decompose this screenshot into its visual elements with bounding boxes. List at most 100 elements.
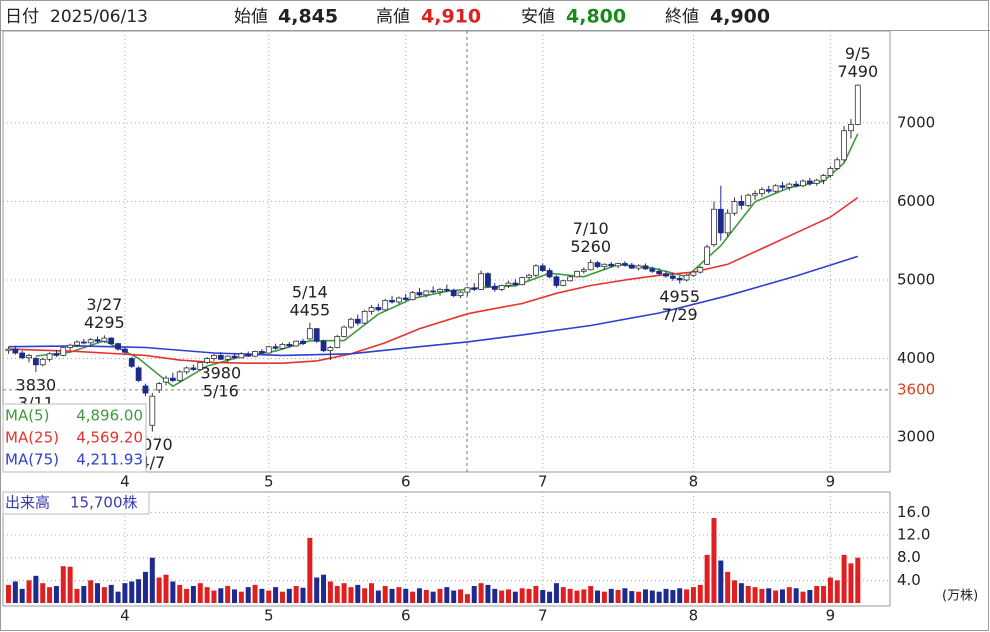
candle-body: [259, 351, 265, 354]
candle-body: [724, 212, 731, 234]
legend-box: [2, 403, 147, 473]
candle-body: [94, 339, 101, 342]
volume-bar: [170, 581, 176, 603]
volume-bar: [81, 586, 87, 603]
candle-body: [265, 346, 272, 354]
candle-body: [546, 270, 553, 278]
legend-value: 4,896.00: [76, 407, 143, 425]
candle-body: [402, 297, 409, 301]
candle-body: [532, 265, 539, 276]
volume-current: 15,700株: [70, 494, 138, 512]
candle-body: [731, 201, 738, 214]
volume-bar: [266, 590, 272, 603]
volume-bar: [458, 589, 464, 603]
volume-bar: [197, 583, 203, 603]
candle-body: [279, 343, 286, 349]
volume-bar: [245, 587, 251, 603]
candle-body: [197, 362, 204, 370]
candle-body: [32, 358, 39, 366]
volume-bar: [368, 583, 374, 603]
candle-body: [60, 347, 67, 356]
volume-bar: [615, 589, 621, 603]
volume-bar: [375, 590, 381, 603]
volume-bar: [321, 574, 327, 603]
candle-body: [163, 377, 169, 383]
candle-body: [46, 353, 53, 360]
volume-bar: [848, 563, 854, 603]
candle-body: [176, 371, 183, 381]
candle-body: [416, 292, 423, 296]
candle-body: [628, 264, 635, 269]
volume-bar: [786, 587, 792, 603]
volume-bar: [464, 594, 470, 603]
volume-bar: [444, 587, 450, 603]
volume-bar: [526, 588, 532, 603]
y-tick-label: 8.0: [897, 548, 921, 566]
candle-body: [354, 318, 361, 324]
annotation-value: 7490: [837, 62, 878, 81]
candle-body: [128, 358, 135, 367]
volume-bar: [759, 588, 765, 603]
candle-body: [101, 337, 108, 342]
annotation-date: 3/27: [86, 295, 122, 314]
volume-bar: [540, 589, 546, 603]
candle-body: [142, 385, 149, 394]
volume-bar: [26, 580, 32, 603]
candle-body: [430, 290, 437, 293]
volume-bar: [574, 590, 580, 603]
volume-bar: [218, 588, 224, 603]
volume-bar: [60, 566, 66, 603]
candle-body: [313, 328, 320, 342]
volume-bar: [677, 588, 683, 603]
volume-bar: [53, 586, 59, 603]
volume-bar: [595, 590, 601, 603]
candle-body: [217, 354, 224, 360]
candle-body: [341, 326, 348, 337]
candle-body: [526, 274, 532, 279]
candle-body: [115, 343, 121, 350]
candle-body: [204, 358, 211, 363]
candle-body: [717, 208, 724, 234]
y-tick-label: 4000: [897, 349, 935, 367]
candle-body: [231, 355, 238, 359]
volume-bar: [122, 583, 128, 603]
volume-bar: [670, 589, 676, 603]
volume-bar: [108, 584, 114, 603]
candle-body: [574, 270, 580, 278]
candle-body: [169, 377, 176, 381]
candle-body: [306, 328, 313, 340]
candle-body: [485, 273, 491, 287]
candle-body: [293, 340, 300, 347]
volume-bar: [232, 589, 238, 603]
low-label: 安値: [521, 7, 555, 27]
candle-body: [327, 347, 334, 352]
volume-bar: [725, 571, 731, 603]
x-tick-label: 7: [538, 473, 548, 491]
candle-body: [752, 193, 758, 196]
candle-body: [53, 353, 60, 356]
volume-bar: [533, 586, 539, 603]
candle-body: [478, 273, 484, 290]
volume-bar: [149, 557, 155, 603]
volume-bar: [752, 587, 758, 603]
volume-bar: [588, 586, 594, 603]
volume-bar: [190, 586, 196, 603]
candle-body: [567, 276, 574, 282]
volume-bar: [834, 580, 840, 603]
volume-bar: [403, 588, 409, 603]
candle-body: [457, 291, 464, 297]
volume-bar: [307, 537, 313, 603]
volume-bar: [738, 583, 744, 603]
volume-bar: [745, 586, 751, 603]
candle-body: [395, 297, 402, 303]
high-label: 高値: [376, 7, 410, 27]
volume-bar: [300, 587, 306, 603]
volume-title: 出来高: [5, 494, 50, 512]
volume-bar: [129, 581, 135, 603]
volume-bar: [40, 583, 46, 603]
volume-bar: [362, 588, 368, 603]
ma-line: [8, 255, 859, 357]
volume-bar: [95, 583, 101, 603]
volume-bar: [649, 590, 655, 603]
legend-name: MA(25): [5, 429, 59, 447]
